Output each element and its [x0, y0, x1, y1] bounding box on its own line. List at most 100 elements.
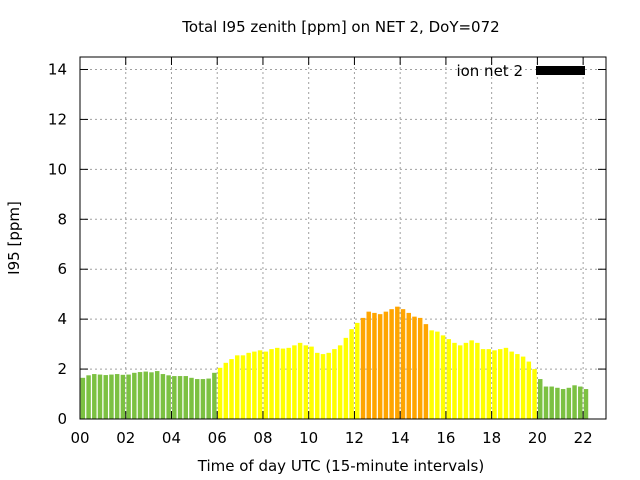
- bar: [355, 322, 360, 419]
- bar: [509, 351, 514, 419]
- bar: [457, 345, 463, 419]
- bars: [80, 306, 589, 419]
- bar: [412, 316, 417, 419]
- bar: [217, 367, 223, 419]
- bar: [435, 331, 440, 419]
- y-tick-label: 4: [57, 310, 67, 328]
- x-tick-label: 18: [482, 429, 501, 447]
- y-tick-label: 2: [57, 360, 67, 378]
- bar: [515, 354, 520, 419]
- bar: [475, 342, 480, 419]
- bar: [417, 317, 423, 419]
- bar: [532, 369, 537, 419]
- bar: [143, 371, 148, 419]
- bar: [538, 379, 543, 419]
- x-tick-label: 00: [70, 429, 89, 447]
- bar: [366, 311, 371, 419]
- x-tick-label: 10: [299, 429, 318, 447]
- bar: [280, 348, 286, 419]
- bar: [86, 375, 91, 419]
- y-tick-labels: 0 2 4 6 8 10 12 14: [48, 60, 67, 428]
- bar: [297, 342, 303, 419]
- bar: [463, 342, 469, 419]
- bar: [97, 374, 103, 419]
- x-tick-label: 20: [528, 429, 547, 447]
- bar: [149, 372, 154, 419]
- bar: [326, 352, 331, 419]
- bar: [423, 324, 429, 419]
- x-axis-label: Time of day UTC (15-minute intervals): [197, 457, 484, 475]
- bar: [126, 374, 131, 419]
- bar: [583, 389, 589, 419]
- bar: [109, 374, 114, 419]
- bar: [446, 339, 451, 419]
- bar: [543, 386, 549, 419]
- bar: [257, 350, 263, 419]
- ticks: [79, 57, 606, 420]
- bar: [526, 361, 532, 419]
- bar: [383, 311, 389, 419]
- bar: [469, 340, 474, 419]
- bar: [498, 349, 503, 419]
- bar: [452, 342, 457, 419]
- bar: [154, 371, 160, 419]
- bar: [337, 345, 343, 419]
- bar: [395, 306, 400, 419]
- bar: [503, 347, 509, 419]
- bar: [377, 314, 383, 419]
- plot-frame: [79, 56, 607, 420]
- bar: [400, 309, 406, 419]
- bar: [292, 345, 297, 419]
- bar: [303, 345, 309, 419]
- bar: [320, 354, 326, 419]
- bar: [549, 386, 554, 419]
- legend-swatch: [536, 66, 585, 75]
- y-tick-label: 12: [48, 110, 67, 128]
- bar: [309, 346, 314, 419]
- bar: [372, 312, 377, 419]
- legend: ion net 2: [456, 62, 585, 80]
- bar: [103, 375, 108, 419]
- bar: [235, 355, 240, 419]
- bar: [160, 374, 166, 419]
- bar: [120, 374, 126, 419]
- bar: [480, 349, 486, 419]
- x-tick-labels: 00 02 04 06 08 10 12 14 16 18 20 22: [70, 429, 592, 447]
- bar: [572, 385, 577, 419]
- bar: [406, 312, 411, 419]
- bar: [263, 351, 269, 419]
- x-tick-label: 22: [574, 429, 593, 447]
- bar: [137, 372, 143, 419]
- y-tick-label: 10: [48, 160, 67, 178]
- y-tick-label: 6: [57, 260, 67, 278]
- y-axis-label: I95 [ppm]: [5, 201, 23, 275]
- x-tick-label: 04: [162, 429, 181, 447]
- bar: [200, 379, 206, 419]
- x-tick-label: 08: [253, 429, 272, 447]
- grid: [80, 57, 606, 419]
- bar: [246, 352, 251, 419]
- bar: [315, 352, 320, 419]
- y-tick-label: 8: [57, 210, 67, 228]
- bar: [194, 379, 200, 419]
- bar: [275, 347, 280, 419]
- x-tick-label: 14: [391, 429, 410, 447]
- bar: [286, 347, 291, 419]
- bar: [349, 329, 354, 419]
- bar: [343, 337, 349, 419]
- bar: [578, 386, 583, 419]
- bar: [429, 330, 434, 419]
- bar: [172, 376, 177, 419]
- bar: [132, 372, 137, 419]
- bar: [440, 335, 446, 419]
- chart-title: Total I95 zenith [ppm] on NET 2, DoY=072: [181, 18, 499, 36]
- bar: [555, 387, 560, 419]
- bar: [177, 376, 183, 419]
- x-tick-label: 02: [116, 429, 135, 447]
- bar: [560, 389, 566, 419]
- bar: [389, 309, 394, 419]
- bar: [240, 355, 246, 419]
- x-tick-label: 16: [436, 429, 455, 447]
- legend-label: ion net 2: [456, 62, 523, 80]
